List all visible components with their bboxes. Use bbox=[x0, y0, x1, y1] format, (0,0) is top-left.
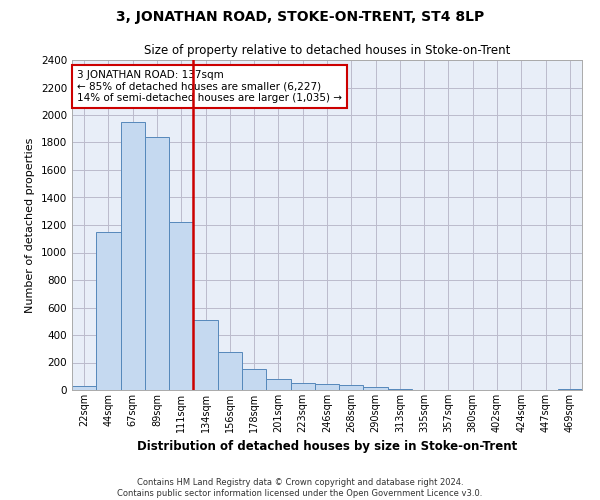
Bar bbox=[339, 385, 364, 390]
Bar bbox=[315, 384, 339, 390]
X-axis label: Distribution of detached houses by size in Stoke-on-Trent: Distribution of detached houses by size … bbox=[137, 440, 517, 454]
Bar bbox=[193, 320, 218, 390]
Y-axis label: Number of detached properties: Number of detached properties bbox=[25, 138, 35, 312]
Bar bbox=[290, 383, 315, 390]
Bar bbox=[266, 379, 290, 390]
Bar bbox=[218, 352, 242, 390]
Title: Size of property relative to detached houses in Stoke-on-Trent: Size of property relative to detached ho… bbox=[144, 44, 510, 58]
Text: Contains HM Land Registry data © Crown copyright and database right 2024.
Contai: Contains HM Land Registry data © Crown c… bbox=[118, 478, 482, 498]
Bar bbox=[242, 368, 266, 390]
Bar bbox=[364, 387, 388, 390]
Bar bbox=[145, 137, 169, 390]
Text: 3 JONATHAN ROAD: 137sqm
← 85% of detached houses are smaller (6,227)
14% of semi: 3 JONATHAN ROAD: 137sqm ← 85% of detache… bbox=[77, 70, 342, 103]
Bar bbox=[121, 122, 145, 390]
Bar bbox=[72, 386, 96, 390]
Bar bbox=[169, 222, 193, 390]
Text: 3, JONATHAN ROAD, STOKE-ON-TRENT, ST4 8LP: 3, JONATHAN ROAD, STOKE-ON-TRENT, ST4 8L… bbox=[116, 10, 484, 24]
Bar bbox=[96, 232, 121, 390]
Bar bbox=[558, 388, 582, 390]
Bar bbox=[388, 388, 412, 390]
